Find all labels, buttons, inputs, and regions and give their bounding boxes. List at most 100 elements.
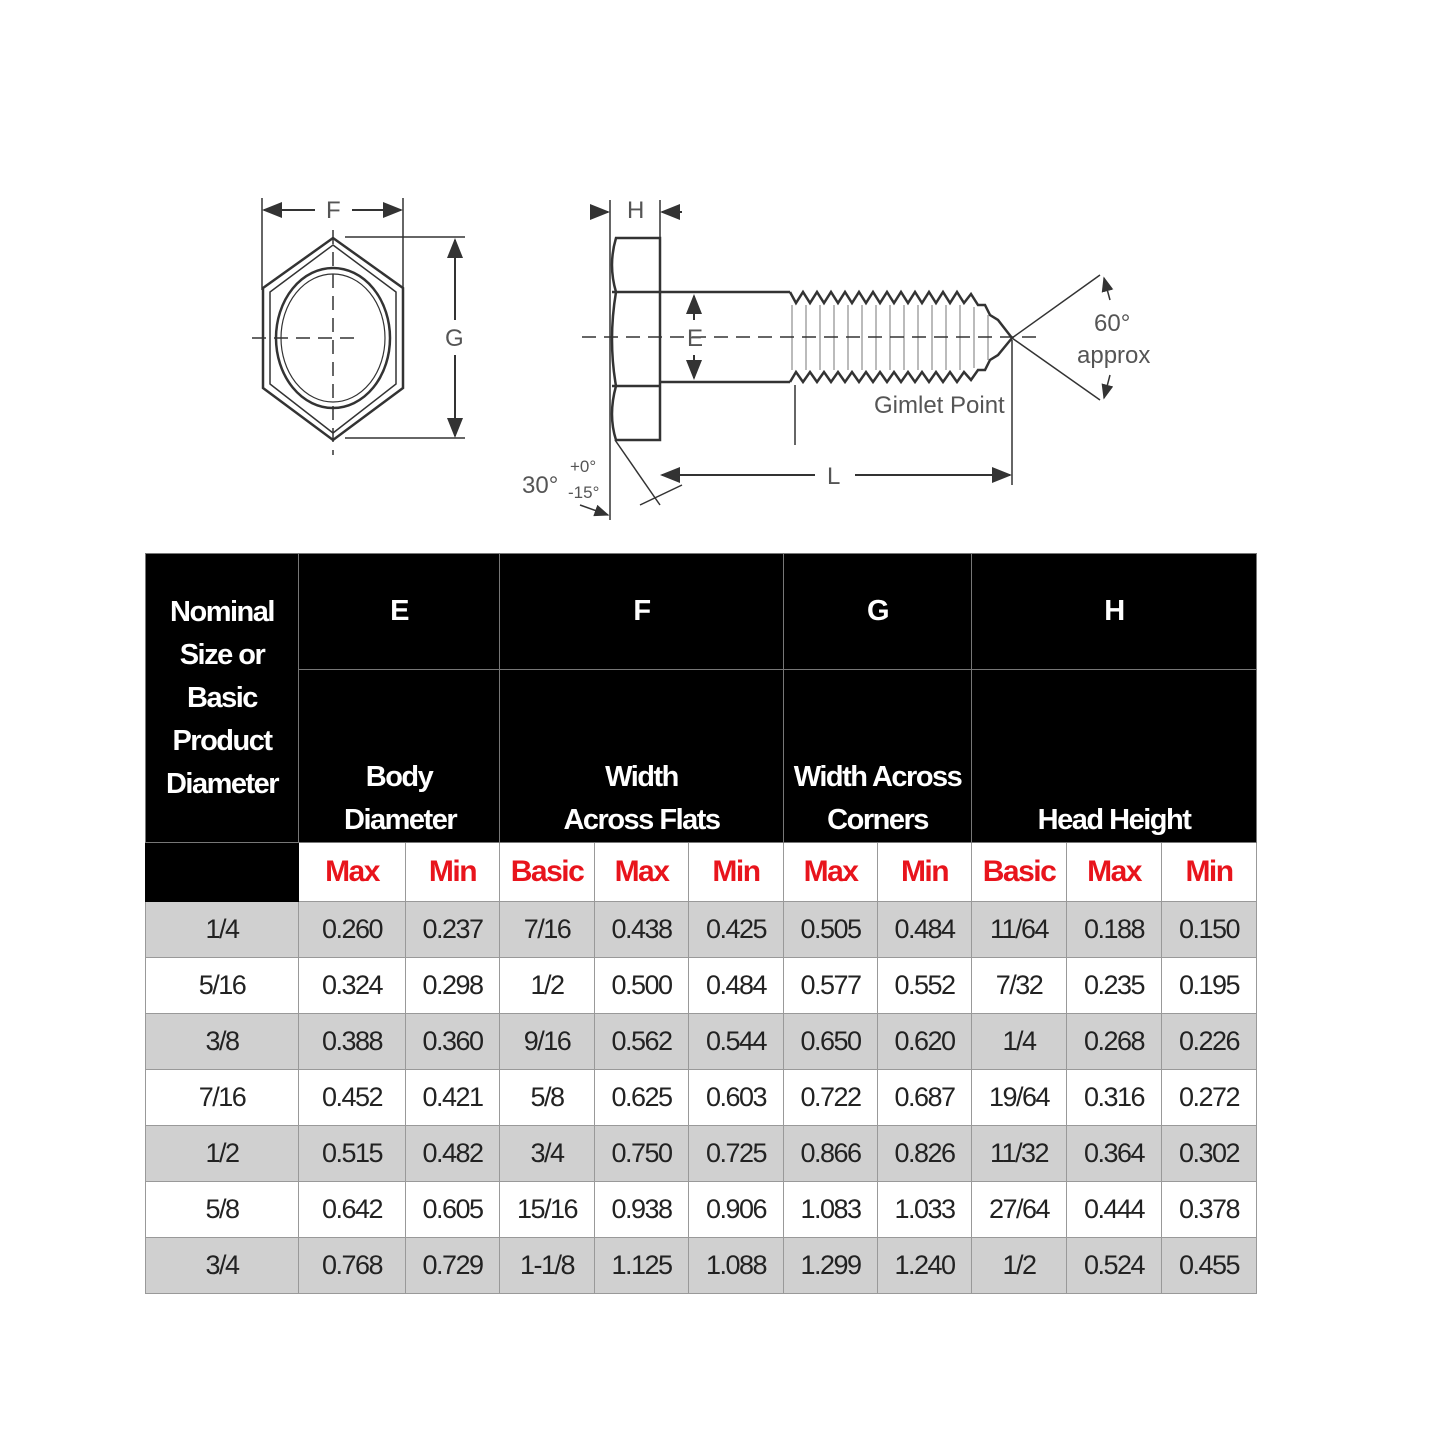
value-cell: 1.088: [687, 1237, 785, 1294]
table-row: 3/8 0.388 0.360 9/16 0.562 0.544 0.650 0.620 1/4…: [145, 1013, 1258, 1070]
value-cell: 0.360: [405, 1013, 500, 1070]
subheader-min: Min: [687, 842, 785, 902]
value-cell: 0.577: [783, 957, 879, 1014]
value-cell: 0.524: [1066, 1237, 1163, 1294]
nominal-size-cell: 3/4: [145, 1237, 299, 1294]
nominal-size-cell: 1/4: [145, 901, 299, 958]
header-width-across-flats: Width Across Flats: [498, 669, 785, 843]
value-cell: 0.150: [1161, 901, 1258, 958]
value-cell: 19/64: [971, 1069, 1068, 1126]
value-cell: 0.505: [783, 901, 879, 958]
subheader-max: Max: [783, 842, 879, 902]
value-cell: 11/32: [971, 1125, 1068, 1182]
lag-bolt-diagram: F G H E L 60° approx Gimlet Point 30° +0…: [252, 197, 1150, 520]
value-cell: 0.452: [298, 1069, 406, 1126]
value-cell: 0.687: [877, 1069, 973, 1126]
header-body-diameter: Body Diameter: [298, 669, 500, 843]
label-F: F: [326, 197, 341, 224]
hex-head-end-view: [252, 198, 465, 455]
value-cell: 0.544: [687, 1013, 785, 1070]
value-cell: 0.605: [405, 1181, 500, 1238]
subheader-basic: Basic: [971, 842, 1068, 902]
nominal-size-cell: 5/16: [145, 957, 299, 1014]
value-cell: 0.188: [1066, 901, 1163, 958]
subheader-min: Min: [1161, 842, 1258, 902]
value-cell: 15/16: [499, 1181, 595, 1238]
subheader-max: Max: [1066, 842, 1163, 902]
value-cell: 0.298: [405, 957, 500, 1014]
value-cell: 0.425: [687, 901, 785, 958]
value-cell: 3/4: [499, 1125, 595, 1182]
subheader-min: Min: [405, 842, 500, 902]
value-cell: 0.562: [594, 1013, 689, 1070]
value-cell: 11/64: [971, 901, 1068, 958]
label-60: 60°: [1094, 310, 1130, 337]
value-cell: 1/4: [971, 1013, 1068, 1070]
value-cell: 0.722: [783, 1069, 879, 1126]
value-cell: 0.421: [405, 1069, 500, 1126]
value-cell: 1.083: [783, 1181, 879, 1238]
table-row: 5/8 0.642 0.605 15/16 0.938 0.906 1.083 1.033 27…: [145, 1181, 1258, 1238]
value-cell: 1.125: [594, 1237, 689, 1294]
subheader-max: Max: [594, 842, 689, 902]
value-cell: 0.515: [298, 1125, 406, 1182]
value-cell: 0.642: [298, 1181, 406, 1238]
subheader-min: Min: [877, 842, 973, 902]
nominal-size-cell: 5/8: [145, 1181, 299, 1238]
value-cell: 7/32: [971, 957, 1068, 1014]
value-cell: 0.650: [783, 1013, 879, 1070]
value-cell: 27/64: [971, 1181, 1068, 1238]
table-row: 1/2 0.515 0.482 3/4 0.750 0.725 0.866 0.826 11/3…: [145, 1125, 1258, 1182]
value-cell: 1/2: [499, 957, 595, 1014]
value-cell: 0.302: [1161, 1125, 1258, 1182]
value-cell: 1.299: [783, 1237, 879, 1294]
value-cell: 5/8: [499, 1069, 595, 1126]
table-row: 1/4 0.260 0.237 7/16 0.438 0.425 0.505 0.484 11/…: [145, 901, 1258, 958]
value-cell: 0.484: [687, 957, 785, 1014]
subheader-max: Max: [298, 842, 406, 902]
header-width-across-corners: Width Across Corners: [783, 669, 973, 843]
value-cell: 0.482: [405, 1125, 500, 1182]
value-cell: 0.484: [877, 901, 973, 958]
value-cell: 1.240: [877, 1237, 973, 1294]
value-cell: 9/16: [499, 1013, 595, 1070]
value-cell: 0.195: [1161, 957, 1258, 1014]
value-cell: 0.725: [687, 1125, 785, 1182]
nominal-size-cell: 3/8: [145, 1013, 299, 1070]
value-cell: 1-1/8: [499, 1237, 595, 1294]
value-cell: 0.938: [594, 1181, 689, 1238]
label-H: H: [627, 197, 644, 224]
label-G: G: [445, 325, 464, 352]
bolt-side-view: [579, 200, 1114, 520]
table-row: 5/16 0.324 0.298 1/2 0.500 0.484 0.577 0.552 7/3…: [145, 957, 1258, 1014]
value-cell: 0.438: [594, 901, 689, 958]
value-cell: 0.826: [877, 1125, 973, 1182]
label-plus0: +0°: [570, 457, 596, 476]
value-cell: 0.603: [687, 1069, 785, 1126]
value-cell: 0.378: [1161, 1181, 1258, 1238]
label-L: L: [827, 463, 840, 490]
value-cell: 0.272: [1161, 1069, 1258, 1126]
value-cell: 0.388: [298, 1013, 406, 1070]
value-cell: 0.444: [1066, 1181, 1163, 1238]
label-gimlet-point: Gimlet Point: [874, 392, 1005, 419]
value-cell: 0.906: [687, 1181, 785, 1238]
value-cell: 0.750: [594, 1125, 689, 1182]
value-cell: 0.729: [405, 1237, 500, 1294]
value-cell: 0.625: [594, 1069, 689, 1126]
header-head-height: Head Height: [971, 669, 1258, 843]
value-cell: 0.500: [594, 957, 689, 1014]
header-H: H: [971, 553, 1258, 670]
table-row: 7/16 0.452 0.421 5/8 0.625 0.603 0.722 0.687 19/…: [145, 1069, 1258, 1126]
label-approx: approx: [1077, 342, 1150, 369]
value-cell: 0.620: [877, 1013, 973, 1070]
value-cell: 0.552: [877, 957, 973, 1014]
value-cell: 0.768: [298, 1237, 406, 1294]
label-30: 30°: [522, 472, 558, 499]
value-cell: 0.237: [405, 901, 500, 958]
label-minus15: -15°: [568, 483, 599, 502]
value-cell: 1.033: [877, 1181, 973, 1238]
label-E: E: [687, 325, 703, 352]
value-cell: 0.455: [1161, 1237, 1258, 1294]
table-row: 3/4 0.768 0.729 1-1/8 1.125 1.088 1.299 1.240 1/…: [145, 1237, 1258, 1294]
